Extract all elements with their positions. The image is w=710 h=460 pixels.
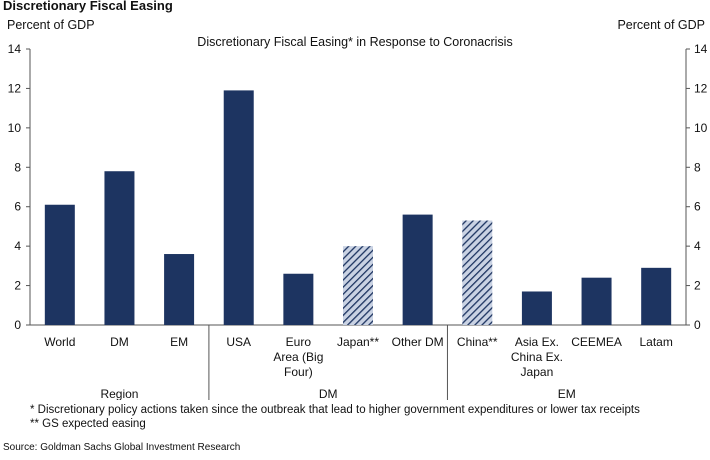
category-label: Asia Ex. China Ex. Japan	[511, 335, 563, 379]
bar	[104, 171, 135, 325]
category-label: Other DM	[392, 335, 444, 349]
y-tick-label-right: 14	[694, 42, 708, 56]
bar	[462, 220, 493, 325]
y-tick-label-left: 10	[8, 121, 22, 135]
y-tick-label-left: 8	[14, 160, 21, 174]
y-tick-label-right: 0	[694, 318, 701, 332]
chart-title: Discretionary Fiscal Easing* in Response…	[197, 35, 513, 49]
group-label: Region	[100, 387, 138, 400]
y-tick-label-right: 10	[694, 121, 708, 135]
category-label: China**	[457, 335, 498, 349]
bar	[402, 214, 433, 325]
y-tick-label-left: 6	[14, 200, 21, 214]
bar	[343, 246, 373, 325]
bar-chart: 0 0 2 2 4 4 6 6 8 8 10 10 12 12 14 14 World DM EM USA Euro Ar…	[8, 42, 708, 400]
y-tick-label-left: 12	[8, 81, 22, 95]
category-label: EM	[170, 335, 188, 349]
source-note: Source: Goldman Sachs Global Investment …	[3, 442, 241, 453]
bar	[521, 291, 552, 325]
bar	[223, 90, 254, 326]
bar	[641, 267, 672, 325]
y-tick-label-left: 0	[14, 318, 21, 332]
y-tick-label-right: 4	[694, 239, 701, 253]
y-tick-label-left: 2	[14, 279, 21, 293]
category-label: Latam	[640, 335, 673, 349]
y-tick-label-right: 8	[694, 160, 701, 174]
group-label: EM	[558, 387, 576, 400]
bar	[581, 277, 612, 325]
bar	[283, 273, 314, 325]
bar	[164, 254, 195, 325]
y-axis-label-left: Percent of GDP	[7, 18, 95, 32]
y-tick-label-right: 6	[694, 200, 701, 214]
footnote-gs-expected: ** GS expected easing	[30, 418, 146, 430]
y-tick-label-right: 12	[694, 81, 708, 95]
group-label: DM	[319, 387, 338, 400]
bar	[44, 204, 75, 325]
footnote-discretionary: * Discretionary policy actions taken sin…	[30, 404, 640, 416]
category-label: DM	[110, 335, 129, 349]
y-tick-label-left: 14	[8, 42, 22, 56]
y-tick-label-right: 2	[694, 279, 701, 293]
category-label: Euro Area (Big Four)	[273, 335, 323, 379]
y-tick-label-left: 4	[14, 239, 21, 253]
category-label: World	[44, 335, 75, 349]
category-label: CEEMEA	[571, 335, 622, 349]
category-label: USA	[226, 335, 251, 349]
category-label: Japan**	[337, 335, 379, 349]
y-axis-label-right: Percent of GDP	[617, 18, 705, 32]
chart-header-title: Discretionary Fiscal Easing	[3, 0, 173, 13]
